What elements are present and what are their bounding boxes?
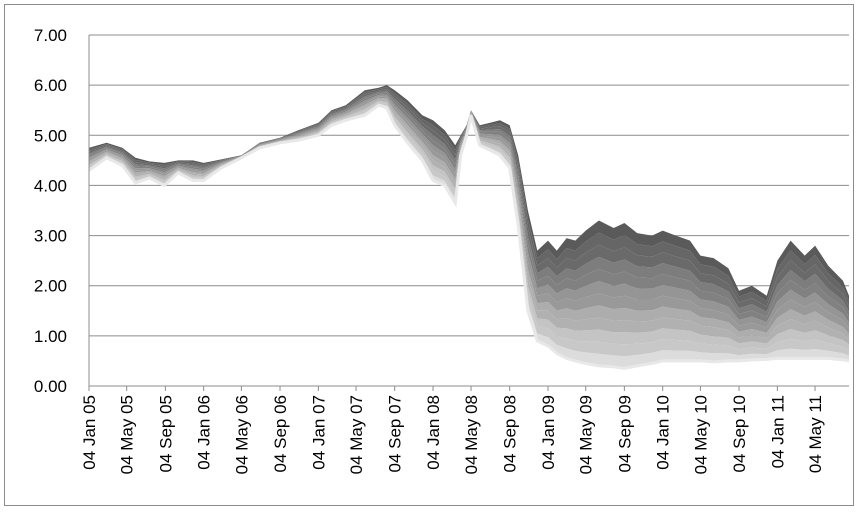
y-tick-label: 7.00 (34, 26, 67, 45)
x-tick-label: 04 Sep 10 (730, 395, 749, 473)
data-band (89, 85, 849, 302)
x-tick-label: 04 Jan 11 (768, 395, 787, 468)
x-tick-label: 04 Jan 07 (309, 395, 328, 470)
y-tick-label: 1.00 (34, 327, 67, 346)
x-tick-label: 04 May 07 (347, 395, 366, 474)
x-tick-label: 04 Sep 06 (271, 395, 290, 473)
data-bands (88, 85, 850, 370)
y-tick-label: 2.00 (34, 277, 67, 296)
x-tick-labels: 04 Jan 05 04 May 05 04 Sep 05 04 Jan 06 04 M… (80, 386, 825, 474)
data-band (89, 88, 849, 313)
x-tick-label: 04 Sep 09 (615, 395, 634, 473)
x-tick-label: 04 Sep 08 (501, 395, 520, 473)
x-tick-label: 04 May 06 (232, 395, 251, 474)
x-tick-label: 04 May 09 (577, 395, 596, 474)
chart-canvas: 0.00 1.00 2.00 3.00 4.00 5.00 6.00 7.00 04 Jan … (34, 26, 850, 474)
lower-envelope-line (88, 103, 850, 370)
y-tick-label: 6.00 (34, 76, 67, 95)
x-tick-label: 04 Jan 05 (80, 395, 99, 470)
x-tick-label: 04 Jan 06 (195, 395, 214, 470)
data-band (89, 87, 849, 307)
axes (88, 35, 849, 387)
gridlines (89, 34, 849, 337)
y-tick-label: 5.00 (34, 126, 67, 145)
y-tick-labels: 0.00 1.00 2.00 3.00 4.00 5.00 6.00 7.00 (34, 26, 67, 396)
x-tick-label: 04 Jan 09 (539, 395, 558, 470)
y-tick-label: 0.00 (34, 377, 67, 396)
x-tick-label: 04 Sep 05 (156, 395, 175, 473)
y-tick-label: 3.00 (34, 227, 67, 246)
x-tick-label: 04 Sep 07 (386, 395, 405, 473)
x-tick-label: 04 May 10 (691, 395, 710, 474)
x-tick-label: 04 May 11 (806, 395, 825, 473)
chart-frame: 0.00 1.00 2.00 3.00 4.00 5.00 6.00 7.00 04 Jan … (4, 4, 854, 506)
x-tick-label: 04 May 08 (462, 395, 481, 474)
x-tick-label: 04 Jan 08 (424, 395, 443, 470)
x-tick-label: 04 May 05 (118, 395, 137, 474)
y-tick-label: 4.00 (34, 176, 67, 195)
x-tick-label: 04 Jan 10 (654, 395, 673, 470)
